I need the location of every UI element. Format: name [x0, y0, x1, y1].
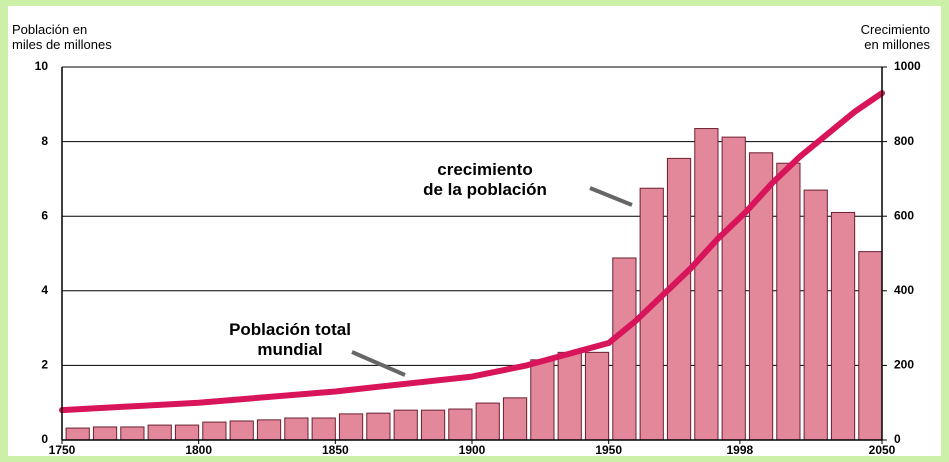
- annotation-arrow: [589, 186, 633, 207]
- population-line: [59, 90, 885, 414]
- y2-axis-label: Crecimiento: [861, 22, 930, 37]
- bar: [284, 417, 309, 441]
- bar: [557, 351, 582, 441]
- bar: [393, 409, 418, 441]
- y2-tick-label: 1000: [894, 59, 921, 73]
- annotation: Población total: [229, 320, 351, 339]
- bar: [256, 419, 282, 441]
- chart-background: [8, 6, 941, 456]
- bar: [202, 421, 227, 441]
- bar: [530, 359, 555, 441]
- bar: [694, 128, 719, 441]
- y2-tick-label: 400: [894, 283, 914, 297]
- y2-tick-label: 800: [894, 134, 914, 148]
- bar: [366, 412, 391, 441]
- y-axis-label: miles de millones: [12, 37, 112, 52]
- bar: [502, 397, 528, 441]
- y2-tick-label: 600: [894, 208, 914, 222]
- bar: [830, 211, 856, 441]
- bar: [147, 424, 172, 441]
- annotation-arrow: [351, 350, 406, 377]
- y-tick-label: 4: [41, 283, 48, 297]
- bar: [420, 409, 446, 441]
- bar: [803, 189, 828, 441]
- y-tick-label: 2: [41, 358, 48, 372]
- bar: [612, 257, 637, 441]
- bar: [174, 424, 200, 441]
- x-tick-label: 1950: [595, 443, 622, 457]
- y-tick-label: 10: [35, 59, 49, 73]
- x-tick-label: 1850: [322, 443, 349, 457]
- bar: [475, 402, 500, 441]
- x-tick-label: 2050: [869, 443, 896, 457]
- bar: [311, 417, 336, 441]
- y2-axis-label: en millones: [864, 37, 930, 52]
- bar: [65, 427, 90, 441]
- bar: [721, 136, 746, 441]
- bar: [776, 162, 801, 441]
- bar: [858, 251, 883, 441]
- y-tick-label: 8: [41, 134, 48, 148]
- bar: [229, 420, 254, 441]
- y-tick-label: 0: [41, 432, 48, 446]
- y-axis-label: Población en: [12, 22, 87, 37]
- bar: [448, 408, 473, 441]
- bar: [584, 351, 610, 441]
- x-tick-label: 1750: [49, 443, 76, 457]
- annotation: crecimiento: [437, 160, 532, 179]
- annotation: mundial: [257, 340, 322, 359]
- y2-tick-label: 0: [894, 432, 901, 446]
- annotation: de la población: [423, 180, 547, 199]
- bar: [92, 426, 118, 441]
- y2-tick-label: 200: [894, 358, 914, 372]
- x-tick-label: 1800: [185, 443, 212, 457]
- y-tick-label: 6: [41, 208, 48, 222]
- x-tick-label: 1998: [727, 443, 754, 457]
- bar: [338, 413, 364, 441]
- bar: [120, 426, 145, 441]
- x-tick-label: 1900: [459, 443, 486, 457]
- bar: [666, 157, 692, 441]
